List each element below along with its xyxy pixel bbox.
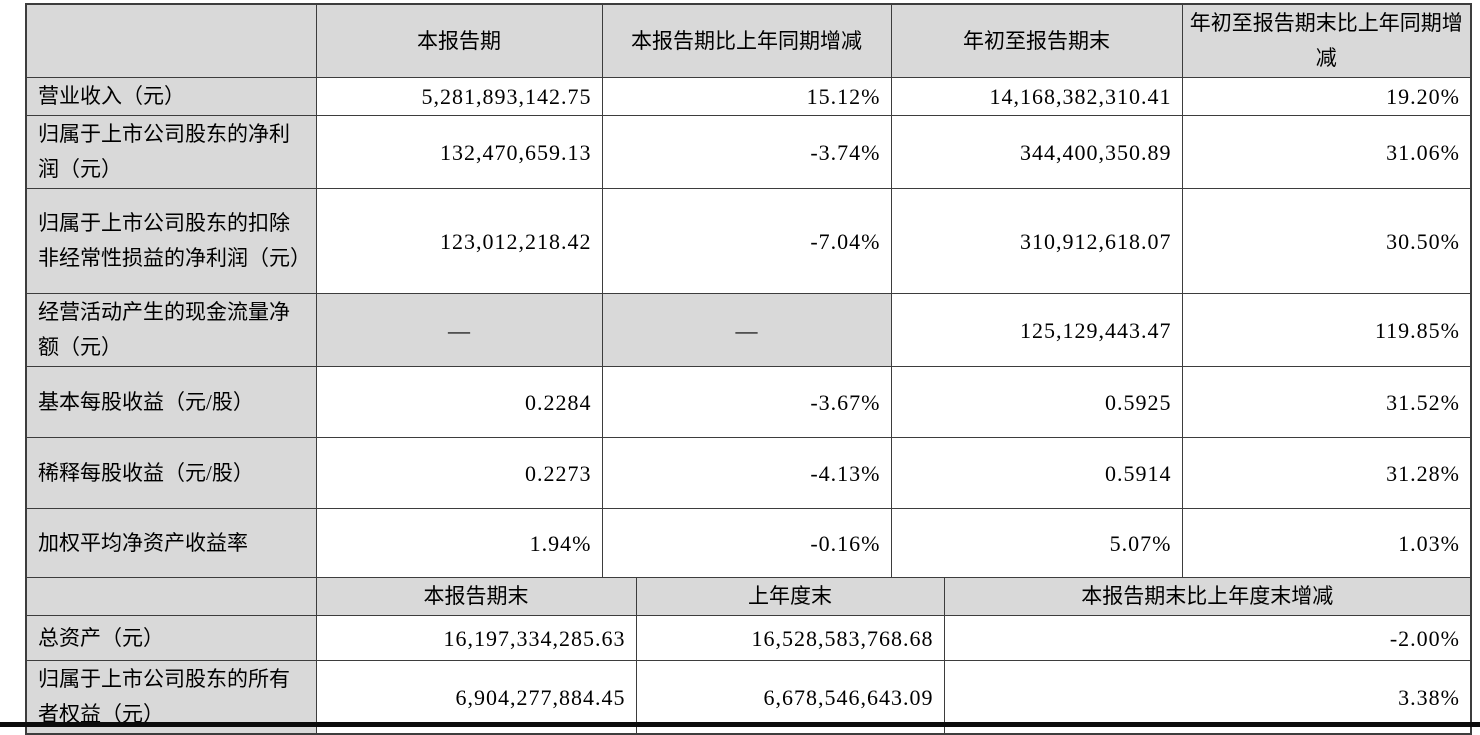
cell-ytd-yoy-change: 31.28% bbox=[1181, 437, 1472, 509]
header-end-of-prior-year: 上年度末 bbox=[635, 577, 945, 616]
cell-current-period: 132,470,659.13 bbox=[315, 115, 603, 189]
table-row-weighted-avg-roe: 加权平均净资产收益率 1.94% -0.16% 5.07% 1.03% bbox=[25, 508, 1472, 578]
cell-end-of-prior-year: 16,528,583,768.68 bbox=[635, 615, 945, 661]
cell-yoy-change: -3.74% bbox=[601, 115, 892, 189]
financial-summary-table: 本报告期 本报告期比上年同期增减 年初至报告期末 年初至报告期末比上年同期增减 … bbox=[25, 3, 1472, 735]
cell-yoy-change: -7.04% bbox=[601, 188, 892, 294]
cell-end-of-period: 16,197,334,285.63 bbox=[315, 615, 637, 661]
header-end-of-period: 本报告期末 bbox=[315, 577, 637, 616]
table-bottom-rule bbox=[0, 722, 1480, 727]
section1-header-row: 本报告期 本报告期比上年同期增减 年初至报告期末 年初至报告期末比上年同期增减 bbox=[25, 3, 1472, 78]
corner-cell bbox=[25, 3, 317, 78]
cell-yoy-change-dash: — bbox=[601, 293, 892, 367]
row-label: 营业收入（元） bbox=[25, 77, 317, 116]
cell-yoy-change: -0.16% bbox=[601, 508, 892, 578]
cell-ytd-yoy-change: 1.03% bbox=[1181, 508, 1472, 578]
row-label: 总资产（元） bbox=[25, 615, 317, 661]
cell-current-period-dash: — bbox=[315, 293, 603, 367]
cell-yoy-change: 15.12% bbox=[601, 77, 892, 116]
cell-ytd: 14,168,382,310.41 bbox=[890, 77, 1183, 116]
cell-yoy-change: -3.67% bbox=[601, 366, 892, 438]
section2-header-row: 本报告期末 上年度末 本报告期末比上年度末增减 bbox=[25, 577, 1472, 616]
corner-cell bbox=[25, 577, 317, 616]
cell-ytd: 344,400,350.89 bbox=[890, 115, 1183, 189]
cell-ytd-yoy-change: 30.50% bbox=[1181, 188, 1472, 294]
cell-ytd-yoy-change: 31.52% bbox=[1181, 366, 1472, 438]
table-row-basic-eps: 基本每股收益（元/股） 0.2284 -3.67% 0.5925 31.52% bbox=[25, 366, 1472, 438]
cell-ytd: 5.07% bbox=[890, 508, 1183, 578]
table-row-diluted-eps: 稀释每股收益（元/股） 0.2273 -4.13% 0.5914 31.28% bbox=[25, 437, 1472, 509]
header-period-end-change: 本报告期末比上年度末增减 bbox=[943, 577, 1472, 616]
cell-ytd-yoy-change: 119.85% bbox=[1181, 293, 1472, 367]
row-label: 归属于上市公司股东的净利润（元） bbox=[25, 115, 317, 189]
cell-current-period: 123,012,218.42 bbox=[315, 188, 603, 294]
row-label: 经营活动产生的现金流量净额（元） bbox=[25, 293, 317, 367]
row-label: 基本每股收益（元/股） bbox=[25, 366, 317, 438]
table-row-operating-cash-flow: 经营活动产生的现金流量净额（元） — — 125,129,443.47 119.… bbox=[25, 293, 1472, 367]
cell-current-period: 5,281,893,142.75 bbox=[315, 77, 603, 116]
cell-current-period: 0.2273 bbox=[315, 437, 603, 509]
cell-ytd: 125,129,443.47 bbox=[890, 293, 1183, 367]
cell-ytd: 0.5925 bbox=[890, 366, 1183, 438]
cell-end-of-period: 6,904,277,884.45 bbox=[315, 660, 637, 735]
header-yoy-change: 本报告期比上年同期增减 bbox=[601, 3, 892, 78]
table-row-total-assets: 总资产（元） 16,197,334,285.63 16,528,583,768.… bbox=[25, 615, 1472, 661]
header-ytd-yoy-change: 年初至报告期末比上年同期增减 bbox=[1181, 3, 1472, 78]
cell-yoy-change: -4.13% bbox=[601, 437, 892, 509]
row-label: 加权平均净资产收益率 bbox=[25, 508, 317, 578]
table-row-net-profit: 归属于上市公司股东的净利润（元） 132,470,659.13 -3.74% 3… bbox=[25, 115, 1472, 189]
header-current-period: 本报告期 bbox=[315, 3, 603, 78]
cell-ytd-yoy-change: 19.20% bbox=[1181, 77, 1472, 116]
cell-ytd: 310,912,618.07 bbox=[890, 188, 1183, 294]
cell-ytd: 0.5914 bbox=[890, 437, 1183, 509]
row-label: 归属于上市公司股东的扣除非经常性损益的净利润（元） bbox=[25, 188, 317, 294]
row-label: 稀释每股收益（元/股） bbox=[25, 437, 317, 509]
table-row-revenue: 营业收入（元） 5,281,893,142.75 15.12% 14,168,3… bbox=[25, 77, 1472, 116]
table-row-net-profit-excl-nonrecurring: 归属于上市公司股东的扣除非经常性损益的净利润（元） 123,012,218.42… bbox=[25, 188, 1472, 294]
cell-current-period: 0.2284 bbox=[315, 366, 603, 438]
cell-ytd-yoy-change: 31.06% bbox=[1181, 115, 1472, 189]
cell-current-period: 1.94% bbox=[315, 508, 603, 578]
cell-period-end-change: -2.00% bbox=[943, 615, 1472, 661]
header-ytd: 年初至报告期末 bbox=[890, 3, 1183, 78]
